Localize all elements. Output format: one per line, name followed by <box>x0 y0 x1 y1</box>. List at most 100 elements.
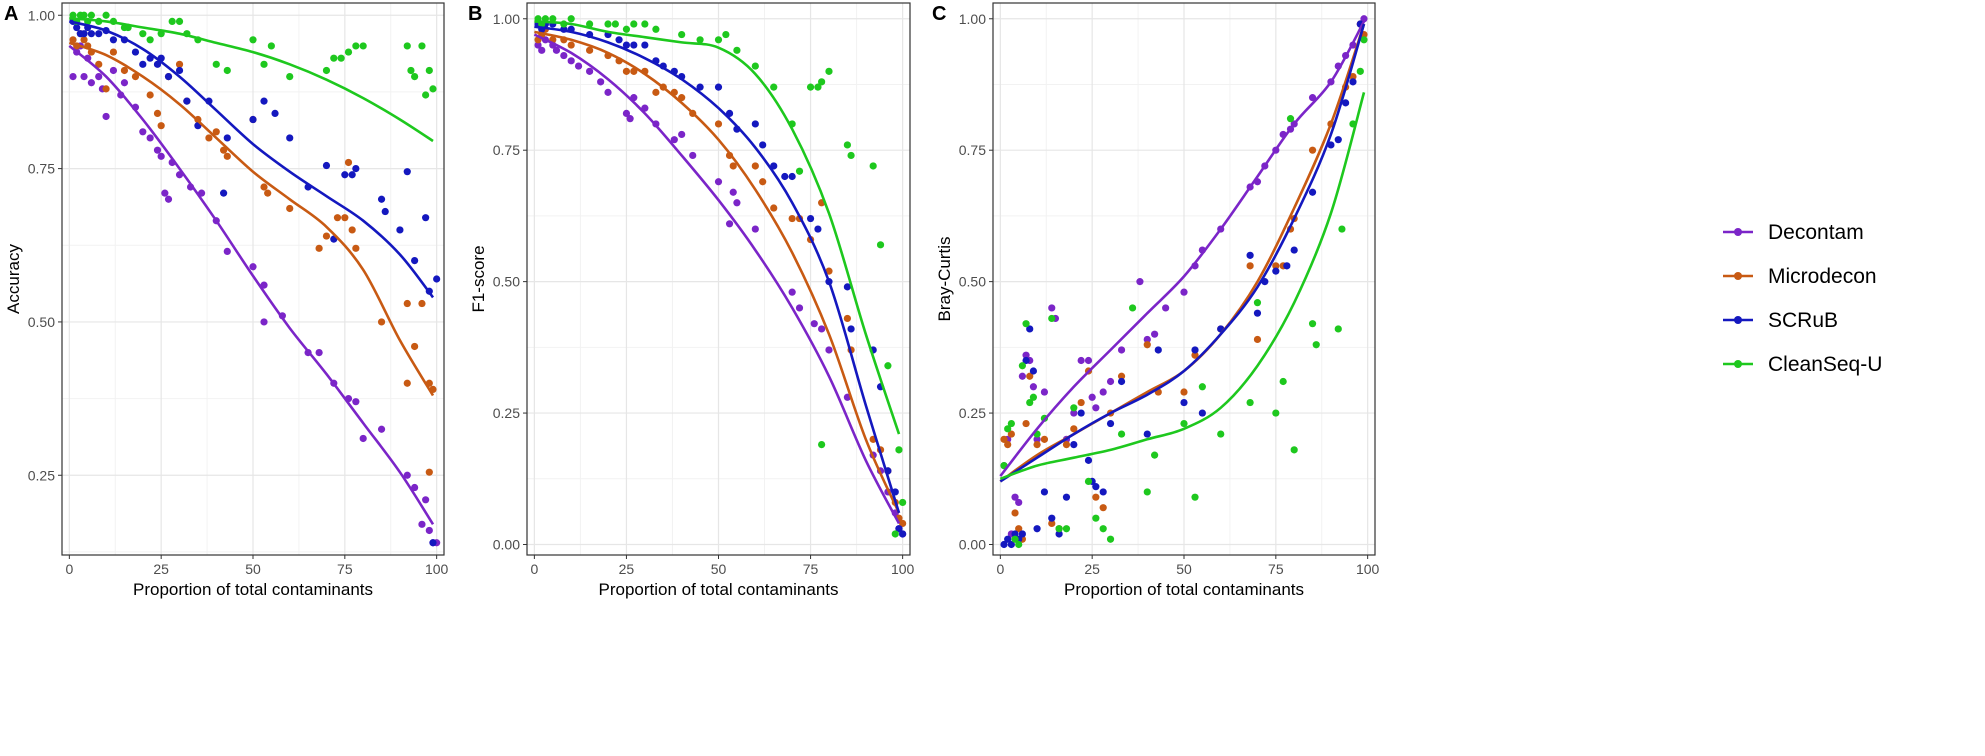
data-point <box>1180 419 1188 428</box>
data-point <box>1070 404 1078 412</box>
data-point <box>175 66 184 75</box>
data-point <box>751 62 759 70</box>
data-point <box>1084 477 1093 485</box>
data-point <box>1015 525 1023 533</box>
data-point <box>1011 530 1019 538</box>
data-point <box>810 320 818 328</box>
data-point <box>1048 304 1056 312</box>
data-point <box>895 446 903 454</box>
data-point <box>795 167 804 175</box>
data-point <box>567 41 575 49</box>
data-point <box>1286 115 1295 123</box>
data-point <box>1246 262 1254 270</box>
data-point <box>876 241 885 249</box>
data-point <box>1272 267 1280 275</box>
data-point <box>403 42 411 50</box>
data-point <box>574 62 583 70</box>
data-point <box>322 232 331 240</box>
data-point <box>825 346 833 354</box>
data-point <box>139 60 147 68</box>
x-tick-label: 100 <box>891 561 915 577</box>
data-point <box>146 91 154 99</box>
data-point <box>1143 335 1151 344</box>
data-point <box>260 183 268 191</box>
legend-item-decontam: Decontam <box>1723 221 1864 244</box>
data-point <box>73 23 81 32</box>
data-point <box>1026 398 1034 407</box>
data-point <box>139 128 147 136</box>
y-axis-title: Accuracy <box>4 244 23 314</box>
x-axis-title: Proportion of total contaminants <box>133 580 373 599</box>
data-point <box>534 41 542 49</box>
data-point <box>120 66 129 75</box>
data-point <box>175 60 184 68</box>
data-point <box>69 11 77 19</box>
data-point <box>95 30 103 38</box>
data-point <box>95 73 103 81</box>
data-point <box>344 48 353 56</box>
data-point <box>1136 278 1144 286</box>
data-point <box>1084 356 1093 365</box>
data-point <box>1022 351 1030 359</box>
y-tick-label: 0.75 <box>493 142 520 158</box>
series-microdecon <box>69 30 437 476</box>
x-axis-title: Proportion of total contaminants <box>1064 580 1304 599</box>
data-point <box>212 128 220 136</box>
data-point <box>1033 525 1041 533</box>
data-point <box>825 267 833 275</box>
data-point <box>630 41 638 49</box>
data-point <box>770 162 778 170</box>
data-point <box>80 73 88 81</box>
data-point <box>102 112 110 121</box>
data-point <box>164 73 173 81</box>
data-point <box>652 88 660 96</box>
data-point <box>205 134 213 142</box>
data-point <box>615 36 623 44</box>
y-tick-label: 0.25 <box>28 467 55 483</box>
data-point <box>751 225 759 233</box>
legend-marker <box>1734 272 1742 280</box>
data-point <box>1180 388 1188 396</box>
data-point <box>120 79 129 87</box>
trend-line-microdecon <box>68 41 435 397</box>
trend-line-scrub <box>999 23 1366 483</box>
x-tick-label: 75 <box>337 561 353 577</box>
data-point <box>260 60 268 68</box>
data-point <box>146 134 154 142</box>
data-point <box>630 67 638 75</box>
data-point <box>352 42 360 50</box>
x-tick-label: 25 <box>1084 561 1100 577</box>
data-point <box>433 275 441 283</box>
data-point <box>1312 341 1320 349</box>
data-point <box>1198 383 1206 391</box>
data-point <box>422 214 430 222</box>
data-point <box>678 130 686 139</box>
data-point <box>429 539 437 547</box>
legend-marker <box>1734 228 1742 236</box>
data-point <box>153 146 162 154</box>
data-point <box>825 67 833 75</box>
data-point <box>1360 36 1368 44</box>
data-point <box>1092 483 1100 491</box>
data-point <box>1070 409 1078 417</box>
y-tick-label: 1.00 <box>28 7 55 23</box>
data-point <box>722 30 730 39</box>
x-tick-label: 0 <box>530 561 538 577</box>
data-point <box>1191 351 1199 359</box>
data-point <box>1117 430 1126 438</box>
legend-label: SCRuB <box>1768 309 1838 332</box>
data-point <box>1180 288 1188 296</box>
data-point <box>249 263 257 271</box>
data-point <box>330 54 338 62</box>
data-point <box>286 204 294 213</box>
data-point <box>630 20 638 28</box>
data-point <box>733 199 741 207</box>
data-point <box>1004 535 1012 543</box>
data-point <box>146 36 154 44</box>
data-point <box>652 25 660 33</box>
x-tick-label: 50 <box>245 561 261 577</box>
data-point <box>411 257 419 265</box>
data-point <box>759 141 767 149</box>
y-tick-label: 1.00 <box>959 11 986 27</box>
